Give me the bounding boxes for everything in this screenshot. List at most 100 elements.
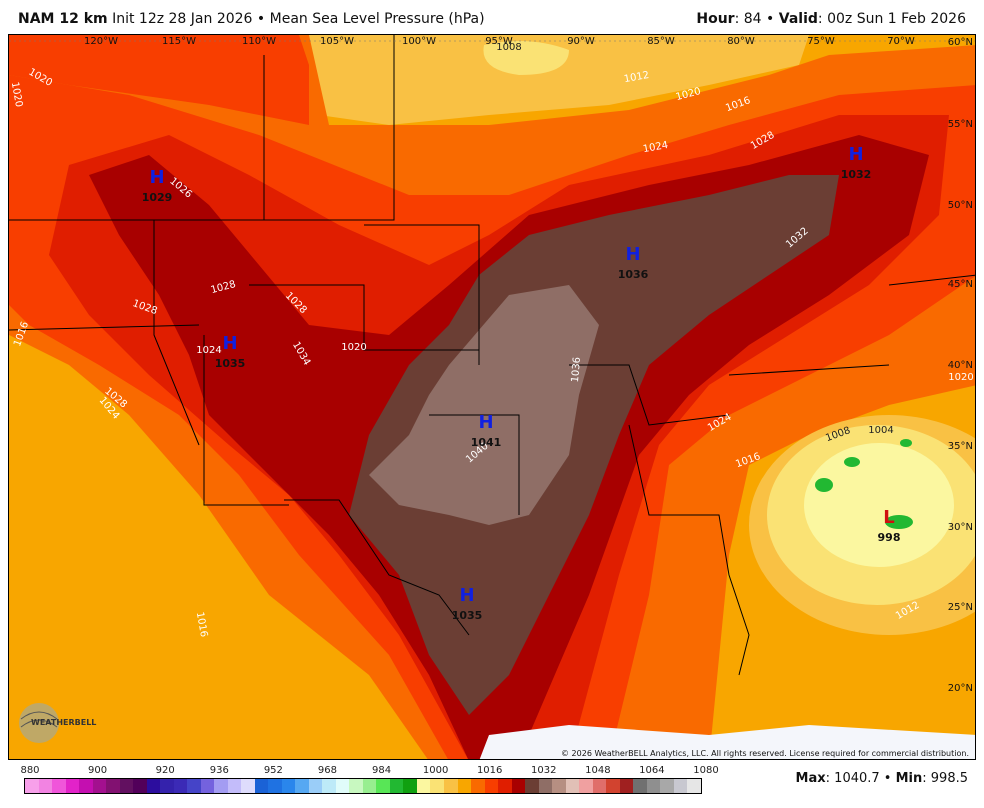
- min-label: Min: [895, 771, 923, 786]
- high-pressure-marker: H: [459, 585, 474, 606]
- lat-label: 35°N: [948, 441, 973, 452]
- colorbar-swatch: [525, 779, 539, 793]
- colorbar-swatch: [268, 779, 282, 793]
- lat-label: 60°N: [948, 37, 973, 48]
- colorbar-swatch: [443, 779, 458, 793]
- colorbar-label: 1016: [476, 765, 503, 776]
- hour-label: Hour: [696, 11, 735, 27]
- contour-label: 1024: [642, 140, 669, 155]
- lon-label: 85°W: [647, 36, 675, 47]
- colorbar-swatch: [619, 779, 634, 793]
- colorbar-label: 984: [371, 765, 392, 776]
- center-pressure-value: 1032: [841, 168, 872, 181]
- min-value: 998.5: [930, 771, 968, 786]
- contour-label: 1008: [496, 42, 521, 53]
- lat-label: 45°N: [948, 279, 973, 290]
- colorbar-swatch: [376, 779, 390, 793]
- center-pressure-value: 1041: [471, 436, 502, 449]
- max-min-readout: Max: 1040.7 • Min: 998.5: [795, 771, 968, 786]
- colorbar-swatch: [349, 779, 363, 793]
- colorbar-swatch: [65, 779, 80, 793]
- colorbar-label: 920: [155, 765, 175, 776]
- colorbar-label: 952: [263, 765, 283, 776]
- colorbar-label: 1000: [422, 765, 449, 776]
- contour-label: 1016: [194, 611, 209, 638]
- center-pressure-value: 1035: [215, 357, 246, 370]
- colorbar-swatch: [79, 779, 93, 793]
- colorbar-swatch: [389, 779, 404, 793]
- lon-label: 80°W: [727, 36, 755, 47]
- lon-label: 95°W: [485, 36, 513, 47]
- lat-label: 50°N: [948, 200, 973, 211]
- lon-label: 90°W: [567, 36, 595, 47]
- colorbar-label: 936: [209, 765, 229, 776]
- colorbar-swatch: [214, 779, 228, 793]
- lon-label: 115°W: [162, 36, 196, 47]
- colorbar-label: 900: [88, 765, 108, 776]
- colorbar-swatch: [498, 779, 512, 793]
- valid-label: Valid: [778, 11, 818, 27]
- colorbar-swatch: [227, 779, 242, 793]
- separator: •: [256, 11, 266, 27]
- lat-label: 25°N: [948, 602, 973, 613]
- max-label: Max: [795, 771, 826, 786]
- colorbar-swatch: [200, 779, 215, 793]
- center-pressure-value: 1035: [452, 609, 483, 622]
- center-pressure-value: 998: [878, 531, 901, 544]
- colorbar-swatch: [565, 779, 580, 793]
- svg-text:WEATHERBELL: WEATHERBELL: [31, 718, 96, 727]
- high-pressure-marker: H: [149, 167, 164, 188]
- colorbar-swatch: [92, 779, 107, 793]
- low-pressure-marker: L: [883, 507, 894, 528]
- colorbar-swatch: [308, 779, 323, 793]
- colorbar-swatch: [295, 779, 309, 793]
- colorbar-swatch: [552, 779, 566, 793]
- colorbar-label: 1064: [639, 765, 665, 776]
- colorbar-label: 1032: [531, 765, 557, 776]
- state-borders: [9, 35, 975, 676]
- lat-label: 30°N: [948, 522, 973, 533]
- colorbar-swatch: [254, 779, 269, 793]
- colorbar-swatch: [471, 779, 485, 793]
- contour-label: 1020: [948, 372, 973, 383]
- colorbar-swatch: [511, 779, 526, 793]
- colorbar-swatch: [416, 779, 431, 793]
- colorbar-swatch: [592, 779, 607, 793]
- max-value: 1040.7: [834, 771, 880, 786]
- lon-label: 105°W: [320, 36, 354, 47]
- high-pressure-marker: H: [222, 333, 237, 354]
- contour-label: 1020: [341, 342, 366, 353]
- colorbar: [24, 778, 702, 794]
- colorbar-label: 968: [317, 765, 337, 776]
- colorbar-swatch: [146, 779, 161, 793]
- contour-label: 1020: [9, 81, 24, 108]
- colorbar-swatch: [673, 779, 688, 793]
- colorbar-swatch: [187, 779, 201, 793]
- colorbar-swatch: [484, 779, 499, 793]
- high-pressure-marker: H: [478, 412, 493, 433]
- colorbar-label: 1080: [693, 765, 719, 776]
- pressure-map: 120°W 115°W 110°W 105°W 100°W 95°W 90°W 85°W 80°…: [8, 34, 976, 760]
- lon-label: 75°W: [807, 36, 835, 47]
- weatherbell-logo: WEATHERBELL: [19, 703, 96, 743]
- colorbar-swatch: [335, 779, 350, 793]
- copyright-notice: © 2026 WeatherBELL Analytics, LLC. All r…: [561, 749, 969, 758]
- colorbar-swatch: [119, 779, 134, 793]
- colorbar-swatch: [173, 779, 188, 793]
- lat-labels: 60°N 55°N 50°N 45°N 40°N 35°N 30°N 25°N 20°N: [948, 37, 973, 694]
- lon-labels: 120°W 115°W 110°W 105°W 100°W 95°W 90°W 85°W 80°…: [84, 36, 915, 47]
- contour-label: 1012: [623, 70, 650, 85]
- colorbar-swatch: [660, 779, 674, 793]
- pressure-fill: [9, 35, 975, 759]
- colorbar-swatch: [457, 779, 472, 793]
- valid-time-info: Hour: 84 • Valid: 00z Sun 1 Feb 2026: [696, 11, 966, 27]
- init-time: Init 12z 28 Jan 2026: [112, 11, 253, 27]
- colorbar-swatch: [606, 779, 620, 793]
- contour-label: 1024: [196, 345, 221, 356]
- colorbar-swatch: [52, 779, 66, 793]
- contour-label: 1004: [868, 425, 893, 436]
- colorbar-swatch: [538, 779, 553, 793]
- center-pressure-value: 1029: [142, 191, 173, 204]
- lat-label: 40°N: [948, 360, 973, 371]
- pressure-centers: H 1029 H 1035 H 1041 H 1036 H 1032 H 1035 L 998: [142, 144, 901, 622]
